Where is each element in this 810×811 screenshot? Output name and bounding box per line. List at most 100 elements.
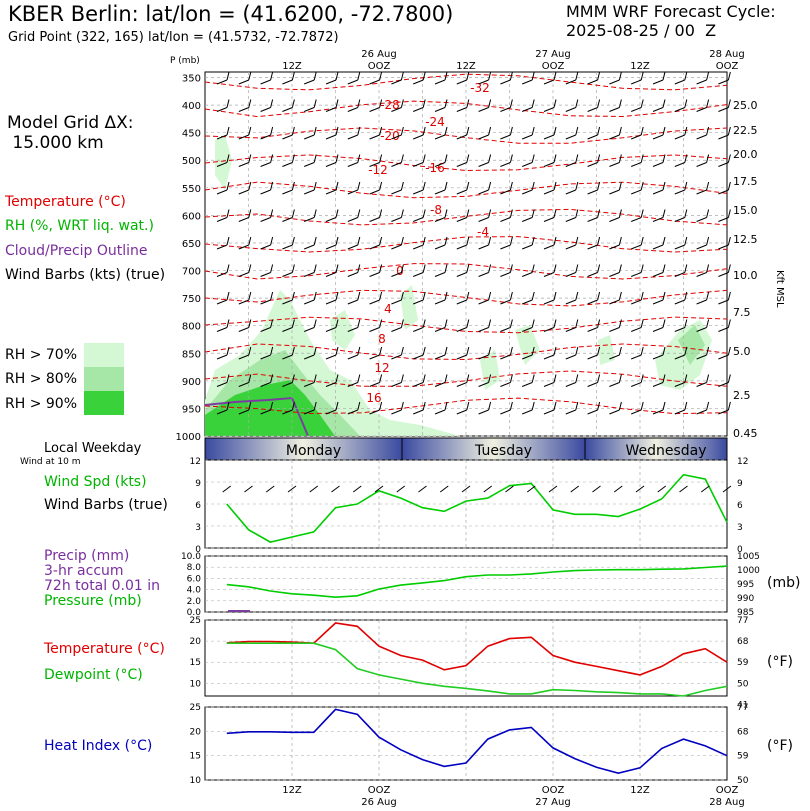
wind-barb	[500, 154, 513, 167]
wind-barb-staff	[609, 382, 620, 387]
wind-barb-flag	[270, 401, 274, 411]
wind-barb-flag	[618, 154, 622, 163]
cycle-line-2: 2025-08-25 / 00 Z	[566, 21, 717, 40]
temp-tick: 20	[190, 637, 202, 647]
bottom-time-label: 12Z	[282, 785, 302, 796]
wind-barb-staff	[631, 162, 642, 167]
wind-barb-staff	[434, 327, 446, 332]
wind-barb-flag	[466, 71, 470, 81]
wind-barb-staff	[282, 244, 293, 250]
wind-barb	[238, 264, 252, 277]
wind-barb-flag	[226, 264, 230, 273]
wind-barb-flag	[553, 154, 557, 163]
wind-barb-flag	[727, 126, 731, 136]
wind-barb-flag	[488, 374, 492, 383]
wind-barb	[391, 319, 404, 332]
wind-barb-flag	[379, 209, 383, 218]
wind-barb-staff	[652, 354, 664, 360]
wind-barb-staff	[413, 162, 424, 167]
wind-barb-staff	[325, 162, 337, 167]
wind-barb	[413, 346, 426, 360]
temp-contour-label: -32	[470, 81, 490, 95]
wind-barb-staff	[674, 134, 685, 140]
wind-barb-staff	[674, 162, 685, 167]
wind-barb	[500, 264, 513, 277]
wind-barb	[696, 264, 710, 277]
wind-barb-flag	[270, 154, 274, 163]
wind-barb	[522, 401, 535, 415]
wind-barb	[369, 209, 383, 222]
wind-barb	[216, 126, 230, 140]
wind-barb-flag	[575, 374, 579, 383]
wind-barb	[260, 291, 274, 305]
legend-pressure: Pressure (mb)	[44, 593, 142, 609]
wind-barb	[674, 126, 688, 140]
wind-barb-flag	[379, 346, 383, 356]
wind-barb-flag	[684, 71, 688, 81]
heat-fahrenheit-tick: 77	[737, 703, 748, 713]
wind-barb	[565, 236, 579, 250]
wind-barb-staff	[522, 79, 533, 85]
fahrenheit-tick: 50	[737, 679, 749, 689]
wind-barb-staff	[238, 327, 249, 332]
wind-barb	[696, 209, 710, 222]
wind-barb	[325, 319, 339, 332]
wind-barb-flag	[553, 374, 557, 383]
wind-barb-staff	[478, 162, 489, 167]
wind-barb-staff	[391, 79, 402, 85]
surface-wind-barb	[722, 485, 732, 493]
wind-barb-staff	[478, 409, 489, 415]
wind-barb-staff	[718, 189, 729, 195]
wind-barb-flag	[444, 264, 448, 273]
wind-barb-staff	[609, 244, 620, 250]
wind-barb-flag	[618, 209, 622, 218]
wind-barb-staff	[565, 409, 576, 415]
wind-barb-flag	[357, 181, 361, 191]
wind-barb-staff	[652, 107, 664, 112]
wind-barb	[369, 264, 383, 277]
legend-wind: Wind Barbs (kts) (true)	[5, 267, 166, 283]
weekday-label-monday: Monday	[286, 443, 341, 459]
wind-barb-staff	[674, 382, 685, 387]
pressure-tick-label: 700	[182, 267, 201, 278]
wind-barb	[456, 291, 470, 305]
wind-barb-flag	[313, 291, 317, 301]
wind-barb-staff	[325, 409, 337, 415]
wind-barb-flag	[270, 374, 274, 383]
wind-barb-flag	[662, 154, 666, 163]
wind-barb-staff	[434, 354, 446, 360]
wind-barb	[609, 209, 622, 222]
wind-barb	[522, 71, 535, 85]
wind-barb-staff	[543, 217, 555, 222]
wind-barb-staff	[543, 327, 555, 332]
wind-barb-flag	[466, 319, 470, 328]
wind-barb-staff	[413, 409, 424, 415]
kft-tick-label: 5.0	[733, 345, 751, 358]
wind-barb	[609, 71, 622, 85]
wind-barb-staff	[674, 272, 685, 277]
wind-barb-flag	[553, 291, 557, 301]
wind-barb-staff	[652, 134, 664, 140]
wind-barb-staff	[238, 354, 249, 360]
legend-precip: Precip (mm)	[44, 548, 130, 564]
wind-barb	[238, 209, 252, 222]
wind-barb-flag	[313, 154, 317, 163]
wind-barb-staff	[652, 382, 664, 387]
wind-barb-flag	[422, 346, 426, 356]
wind-barb-staff	[609, 162, 620, 167]
grid-line-2: 15.000 km	[7, 133, 104, 153]
surface-wind-barb	[265, 485, 275, 493]
wind-barb-staff	[522, 299, 533, 305]
wind-barb-flag	[488, 71, 492, 81]
wind-barb	[718, 236, 731, 250]
wind-tick-right: 6	[737, 501, 743, 511]
wind-barb-staff	[631, 272, 642, 277]
wind-barb-flag	[597, 71, 601, 81]
wind-barb-flag	[226, 346, 230, 356]
wind-barb-flag	[531, 319, 535, 328]
wind-barb-flag	[379, 319, 383, 328]
wind-barb	[456, 99, 470, 112]
wind-barb-staff	[238, 189, 249, 195]
wind-barb-flag	[444, 154, 448, 163]
wind-barb	[456, 401, 470, 415]
